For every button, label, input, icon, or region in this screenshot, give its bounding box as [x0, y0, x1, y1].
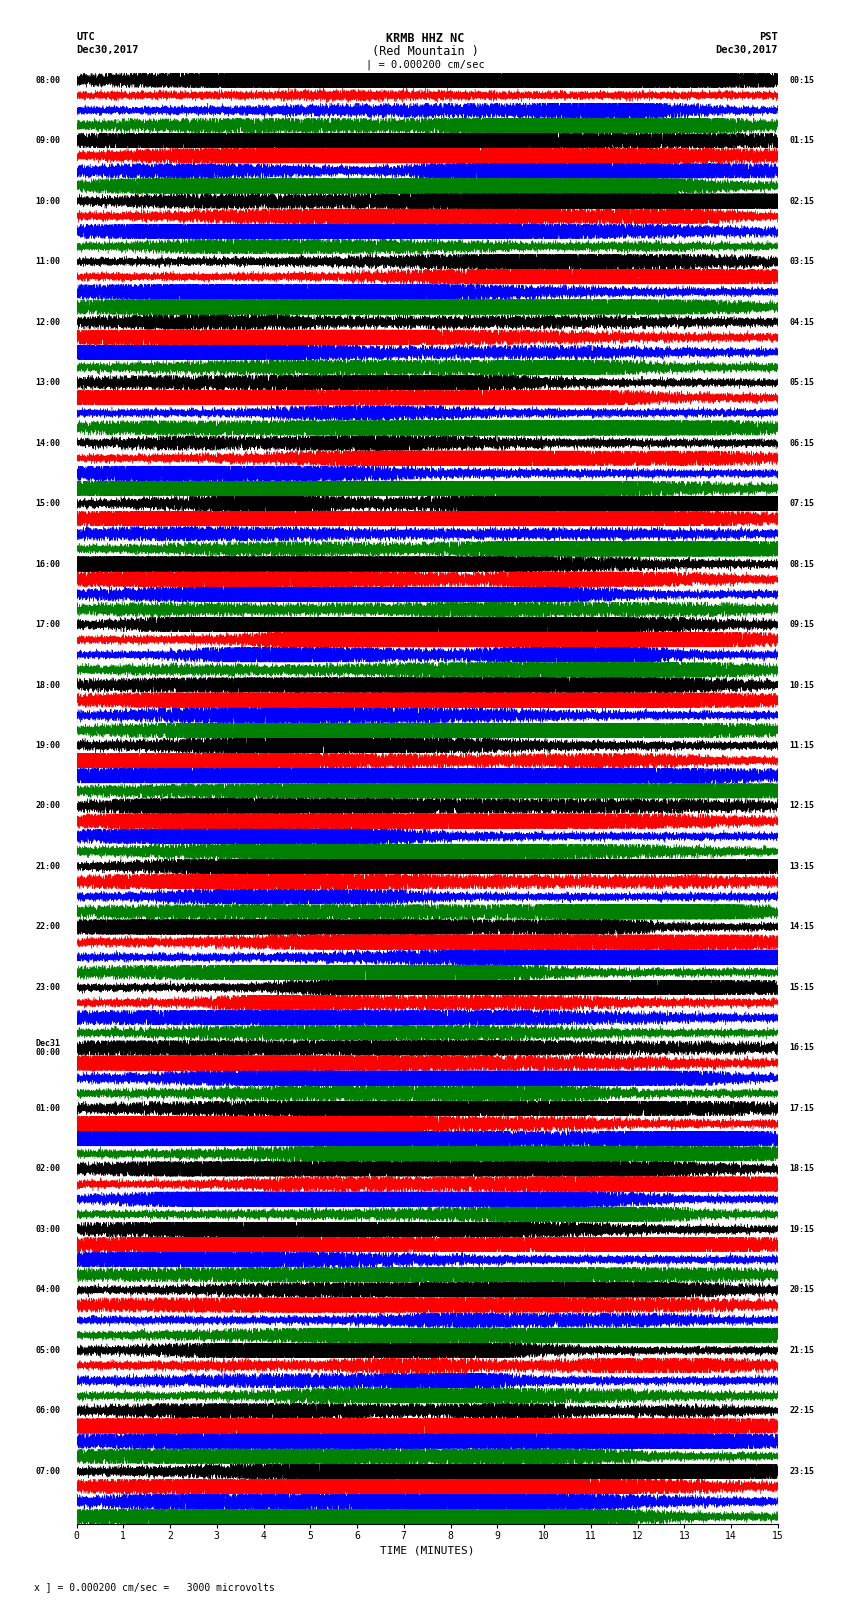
Text: 13:00: 13:00	[35, 377, 60, 387]
Text: 06:15: 06:15	[790, 439, 814, 447]
Text: Dec31: Dec31	[35, 1039, 60, 1048]
Text: 19:00: 19:00	[35, 740, 60, 750]
Text: 17:15: 17:15	[790, 1103, 814, 1113]
Text: (Red Mountain ): (Red Mountain )	[371, 45, 479, 58]
Text: 05:15: 05:15	[790, 377, 814, 387]
Text: 14:00: 14:00	[35, 439, 60, 447]
Text: x ] = 0.000200 cm/sec =   3000 microvolts: x ] = 0.000200 cm/sec = 3000 microvolts	[34, 1582, 275, 1592]
Text: 15:00: 15:00	[35, 498, 60, 508]
Text: 09:00: 09:00	[35, 135, 60, 145]
Text: 11:00: 11:00	[35, 256, 60, 266]
Text: 09:15: 09:15	[790, 619, 814, 629]
Text: 23:15: 23:15	[790, 1466, 814, 1476]
Text: PST: PST	[759, 32, 778, 42]
Text: 03:15: 03:15	[790, 256, 814, 266]
Text: | = 0.000200 cm/sec: | = 0.000200 cm/sec	[366, 60, 484, 71]
Text: 17:00: 17:00	[35, 619, 60, 629]
Text: 00:15: 00:15	[790, 76, 814, 84]
Text: 10:15: 10:15	[790, 681, 814, 689]
Text: 21:00: 21:00	[35, 861, 60, 871]
Text: 10:00: 10:00	[35, 197, 60, 205]
Text: 21:15: 21:15	[790, 1345, 814, 1355]
Text: 22:00: 22:00	[35, 923, 60, 931]
Text: 01:15: 01:15	[790, 135, 814, 145]
Text: Dec30,2017: Dec30,2017	[76, 45, 139, 55]
X-axis label: TIME (MINUTES): TIME (MINUTES)	[380, 1545, 474, 1555]
Text: 13:15: 13:15	[790, 861, 814, 871]
Text: 06:00: 06:00	[35, 1407, 60, 1415]
Text: 02:15: 02:15	[790, 197, 814, 205]
Text: 00:00: 00:00	[35, 1048, 60, 1057]
Text: 08:15: 08:15	[790, 560, 814, 568]
Text: 18:00: 18:00	[35, 681, 60, 689]
Text: 20:00: 20:00	[35, 802, 60, 810]
Text: 16:00: 16:00	[35, 560, 60, 568]
Text: Dec30,2017: Dec30,2017	[715, 45, 778, 55]
Text: 04:00: 04:00	[35, 1286, 60, 1294]
Text: 18:15: 18:15	[790, 1165, 814, 1173]
Text: 03:00: 03:00	[35, 1224, 60, 1234]
Text: 07:15: 07:15	[790, 498, 814, 508]
Text: 05:00: 05:00	[35, 1345, 60, 1355]
Text: 22:15: 22:15	[790, 1407, 814, 1415]
Text: 16:15: 16:15	[790, 1044, 814, 1052]
Text: 12:15: 12:15	[790, 802, 814, 810]
Text: KRMB HHZ NC: KRMB HHZ NC	[386, 32, 464, 45]
Text: 11:15: 11:15	[790, 740, 814, 750]
Text: 20:15: 20:15	[790, 1286, 814, 1294]
Text: 14:15: 14:15	[790, 923, 814, 931]
Text: 15:15: 15:15	[790, 982, 814, 992]
Text: UTC: UTC	[76, 32, 95, 42]
Text: 02:00: 02:00	[35, 1165, 60, 1173]
Text: 12:00: 12:00	[35, 318, 60, 326]
Text: 04:15: 04:15	[790, 318, 814, 326]
Text: 01:00: 01:00	[35, 1103, 60, 1113]
Text: 08:00: 08:00	[35, 76, 60, 84]
Text: 23:00: 23:00	[35, 982, 60, 992]
Text: 19:15: 19:15	[790, 1224, 814, 1234]
Text: 07:00: 07:00	[35, 1466, 60, 1476]
